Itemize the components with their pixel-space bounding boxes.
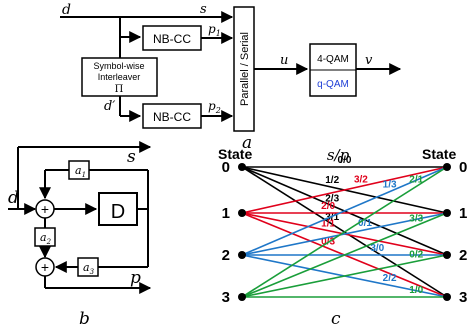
trellis-branch-label: 3/1 <box>325 212 339 223</box>
state-node-left <box>238 163 246 171</box>
trellis-branch <box>241 254 448 298</box>
trellis-branch-label: 0/2 <box>409 249 423 260</box>
panel-a: d s NB-CC p1 Symbol-wise Interleaver Π d… <box>60 2 402 153</box>
state-label-right: 1 <box>459 205 467 222</box>
trellis-branch-label: 0/1 <box>358 218 372 229</box>
parallel-serial-label: Parallel / Serial <box>239 32 251 106</box>
trellis-branch-label: 1/0 <box>409 285 423 296</box>
trellis-branch <box>241 166 448 256</box>
interleaver-pi: Π <box>115 84 124 95</box>
nbcc-top-box <box>142 25 202 51</box>
trellis-branch-label: 3/3 <box>409 214 423 225</box>
interleaver-line2: Interleaver <box>98 72 141 82</box>
nbcc-top-label: NB-CC <box>153 32 191 46</box>
label-s: s <box>200 2 207 17</box>
trellis-branch-label: 1/1 <box>321 219 335 230</box>
label-b-s: s <box>127 147 136 167</box>
panel-b: d s + a1 D a2 + a3 p <box>8 141 152 329</box>
trellis-nodes: 0 0 1 1 2 2 3 3 <box>222 159 468 306</box>
state-right-title: State <box>422 146 456 162</box>
trellis-branch-label: 2/1 <box>409 175 423 186</box>
delay-label: D <box>111 201 125 223</box>
trellis-branch-label: 1/2 <box>325 175 339 186</box>
trellis-branch <box>241 166 448 298</box>
label-u: u <box>280 53 288 68</box>
trellis-header: s/p <box>327 146 350 164</box>
trellis-branch-label: 2/2 <box>383 273 397 284</box>
state-node-left <box>238 293 246 301</box>
adder-2-plus: + <box>41 259 49 275</box>
state-label-left: 1 <box>222 205 230 222</box>
qamq-label: q-QAM <box>317 79 349 90</box>
delay-box <box>98 192 138 226</box>
state-label-left: 0 <box>222 159 230 176</box>
state-node-right <box>443 251 451 259</box>
state-label-left: 2 <box>222 247 230 264</box>
state-label-right: 2 <box>459 247 467 264</box>
label-b-d: d <box>8 188 19 208</box>
label-dprime: d′ <box>104 99 115 114</box>
label-d: d <box>62 2 71 18</box>
label-b-p: p <box>130 268 141 288</box>
interleaver-line1: Symbol-wise <box>93 61 144 71</box>
state-node-left <box>238 209 246 217</box>
trellis-branch-label: 3/0 <box>370 243 384 254</box>
a1-label: a1 <box>75 164 86 179</box>
state-label-right: 0 <box>459 159 467 176</box>
label-v: v <box>365 53 373 68</box>
state-label-right: 3 <box>459 289 467 306</box>
a2-label: a2 <box>40 231 52 246</box>
trellis-branch-label: 0/0 <box>338 155 352 166</box>
adder-1-plus: + <box>41 201 49 217</box>
nbcc-bottom-label: NB-CC <box>153 110 191 124</box>
qam4-label: 4-QAM <box>317 54 349 65</box>
state-node-right <box>443 163 451 171</box>
panel-c: s/p State State 0/01/22/33/13/22/01/10/3… <box>218 146 467 329</box>
trellis-branch-label: 1/3 <box>383 180 397 191</box>
trellis-branches: 0/01/22/33/13/22/01/10/31/30/13/02/22/13… <box>241 155 448 298</box>
caption-a: a <box>242 133 252 153</box>
caption-c: c <box>331 309 341 329</box>
trellis-branch-label: 2/0 <box>321 201 335 212</box>
trellis-branch <box>241 212 448 298</box>
trellis-branch <box>241 212 448 256</box>
state-left-title: State <box>218 146 252 162</box>
state-label-left: 3 <box>222 289 230 306</box>
label-p2: p2 <box>208 99 221 115</box>
state-node-left <box>238 251 246 259</box>
label-p1: p1 <box>208 22 221 38</box>
trellis-branch-label: 3/2 <box>354 174 368 185</box>
caption-b: b <box>79 309 90 329</box>
a3-label: a3 <box>83 261 95 276</box>
state-node-right <box>443 209 451 217</box>
trellis-branch <box>241 166 448 214</box>
state-node-right <box>443 293 451 301</box>
trellis-branch-label: 2/3 <box>325 194 339 205</box>
